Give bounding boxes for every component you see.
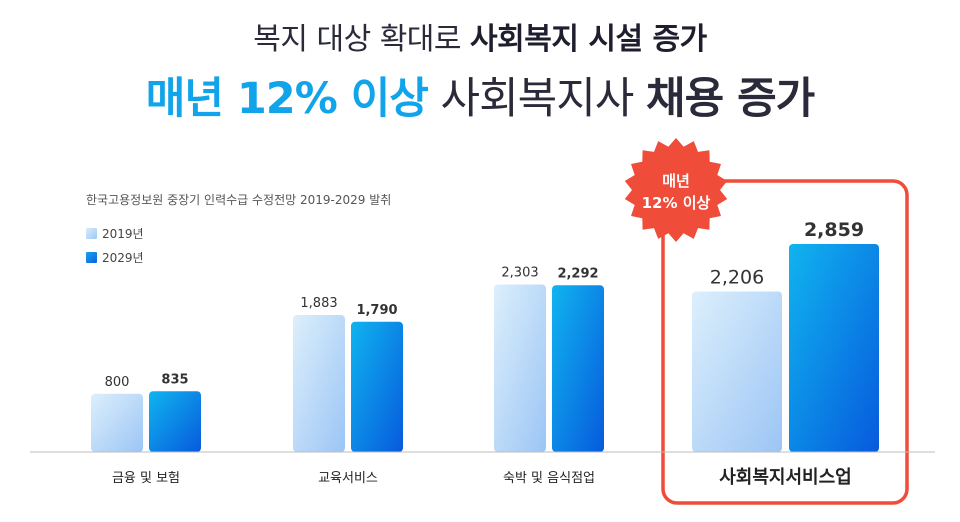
legend-item-2029: 2029년: [86, 249, 144, 266]
legend-label-2029: 2029년: [102, 251, 144, 265]
badge-line-2: 12% 이상: [642, 194, 711, 212]
data-label-category-3-series-1: 2,859: [804, 219, 864, 241]
headline-line-1-normal: 복지 대상 확대로: [253, 22, 471, 57]
headline-line-2-accent: 매년 12% 이상: [145, 74, 429, 124]
highlight-frame: [661, 179, 909, 505]
category-label-2: 숙박 및 음식점업: [503, 471, 595, 486]
headline-line-2-bold: 채용 증가: [646, 74, 815, 124]
legend-label-2019: 2019년: [102, 227, 144, 241]
category-label-1: 교육서비스: [318, 471, 378, 486]
legend-item-2019: 2019년: [86, 225, 144, 242]
legend-swatch-2019: [86, 228, 97, 239]
legend-swatch-2029: [86, 252, 97, 263]
category-label-3: 사회복지서비스업: [719, 467, 851, 488]
badge-starburst: [624, 138, 728, 242]
bar-category-2-series-1: [552, 285, 604, 452]
data-label-category-1-series-1: 1,790: [356, 303, 397, 318]
bar-category-3-series-1: [789, 244, 879, 452]
data-label-category-2-series-0: 2,303: [501, 265, 538, 280]
badge-line-1: 매년: [662, 172, 690, 190]
bar-category-2-series-0: [494, 284, 546, 452]
source-note: 한국고용정보원 중장기 인력수급 수정전망 2019-2029 발취: [86, 193, 392, 207]
headline-line-1-bold: 사회복지 시설 증가: [470, 22, 707, 57]
headline-line-2-normal: 사회복지사: [427, 74, 647, 124]
bar-category-1-series-0: [293, 315, 345, 452]
data-label-category-1-series-0: 1,883: [300, 296, 337, 311]
bar-category-3-series-0: [692, 291, 782, 452]
data-label-category-0-series-1: 835: [161, 372, 188, 387]
bar-category-0-series-1: [149, 391, 201, 452]
bar-category-1-series-1: [351, 321, 403, 452]
headline-line-1: 복지 대상 확대로 사회복지 시설 증가: [0, 14, 960, 58]
data-label-category-3-series-0: 2,206: [710, 267, 764, 289]
data-label-category-2-series-1: 2,292: [557, 266, 598, 281]
bar-category-0-series-0: [91, 393, 143, 452]
category-label-0: 금융 및 보험: [112, 471, 180, 486]
data-label-category-0-series-0: 800: [105, 375, 130, 390]
headline-line-2: 매년 12% 이상 사회복지사 채용 증가: [0, 64, 960, 126]
